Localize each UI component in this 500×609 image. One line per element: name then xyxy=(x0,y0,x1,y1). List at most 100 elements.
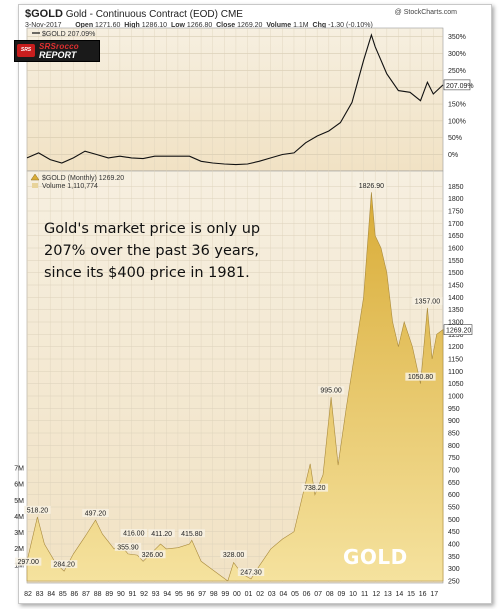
data-label: 328.00 xyxy=(223,552,245,559)
price-y-tick-label: 1050 xyxy=(448,381,464,388)
data-label: 738.20 xyxy=(304,485,326,492)
data-label: 416.00 xyxy=(123,531,145,538)
data-label-bg xyxy=(120,529,147,538)
price-y-tick-label: 1750 xyxy=(448,209,464,216)
ohlc-bar: 3-Nov-2017 Open 1271.60 High 1286.10 Low… xyxy=(25,22,373,29)
price-legend: $GOLD (Monthly) 1269.20 Volume 1,110,774 xyxy=(30,173,124,190)
symbol: $GOLD xyxy=(25,8,63,20)
x-tick-label: 10 xyxy=(349,591,357,598)
data-label-bg xyxy=(148,529,175,538)
high-label: High xyxy=(124,22,140,29)
x-tick-label: 98 xyxy=(210,591,218,598)
x-tick-label: 96 xyxy=(187,591,195,598)
close-label: Close xyxy=(216,22,236,29)
data-label-bg xyxy=(317,386,345,395)
close-value: 1269.20 xyxy=(237,22,263,29)
data-label-bg xyxy=(356,181,387,190)
data-labels: 518.20 297.00 284.20 497.20 355.90 416.00 326.… xyxy=(14,181,443,577)
low-value: 1266.80 xyxy=(186,22,213,29)
x-tick-label: 12 xyxy=(372,591,380,598)
data-label-bg xyxy=(178,529,206,538)
x-tick-label: 89 xyxy=(105,591,113,598)
x-tick-label: 92 xyxy=(140,591,148,598)
data-label: 297.00 xyxy=(17,559,39,566)
price-y-tick-label: 400 xyxy=(448,542,460,549)
x-tick-label: 14 xyxy=(396,591,404,598)
data-label: 415.80 xyxy=(181,531,203,538)
top-y-tick-label: 150% xyxy=(448,102,466,109)
x-tick-label: 86 xyxy=(71,591,79,598)
top-y-tick-label: 250% xyxy=(448,68,466,75)
price-y-tick-label: 700 xyxy=(448,468,460,475)
price-y-tick-label: 1550 xyxy=(448,258,464,265)
annotation-line1: Gold's market price is only up xyxy=(44,221,261,237)
price-y-tick-label: 1300 xyxy=(448,320,464,327)
x-tick-label: 85 xyxy=(59,591,67,598)
chart-credit: @ StockCharts.com xyxy=(394,9,457,16)
chart-date: 3-Nov-2017 xyxy=(25,22,62,29)
exchange: CME xyxy=(220,9,243,20)
logo-line1: SRSrocco xyxy=(39,42,79,51)
data-label-bg xyxy=(405,372,436,381)
volume-tick-label: 4M xyxy=(14,514,24,521)
annotation-line3: since its $400 price in 1981. xyxy=(44,265,250,281)
volume-tick-label: 2M xyxy=(14,546,24,553)
data-label-bg xyxy=(114,542,142,551)
data-label-bg xyxy=(237,568,265,577)
top-last-value-text: 207.09% xyxy=(446,83,474,90)
data-label-bg xyxy=(24,505,51,514)
volume-tick-label: 5M xyxy=(14,498,24,505)
x-tick-label: 17 xyxy=(430,591,438,598)
price-y-tick-label: 1100 xyxy=(448,369,463,376)
x-axis: 82 83 84 85 86 87 88 89 90 91 92 93 94 95 96 97 98 99 00 01… xyxy=(24,591,438,598)
price-y-tick-label: 550 xyxy=(448,505,460,512)
x-tick-label: 15 xyxy=(407,591,415,598)
x-tick-label: 82 xyxy=(24,591,32,598)
volume-tick-label: 6M xyxy=(14,482,24,489)
top-y-axis: 0%50%100%150%200%250%300%350% xyxy=(448,34,466,159)
volume-tick-label: 1M xyxy=(14,562,24,569)
top-legend: $GOLD 207.09% xyxy=(32,31,95,38)
x-tick-label: 05 xyxy=(291,591,299,598)
data-label: 326.00 xyxy=(142,552,164,559)
price-y-tick-label: 1850 xyxy=(448,184,464,191)
top-legend-text: $GOLD 207.09% xyxy=(42,31,95,38)
annotation-text: Gold's market price is only up 207% over… xyxy=(44,218,274,284)
open-value: 1271.60 xyxy=(95,22,121,29)
x-tick-label: 95 xyxy=(175,591,183,598)
x-tick-label: 01 xyxy=(245,591,253,598)
price-y-tick-label: 750 xyxy=(448,455,460,462)
x-tick-label: 83 xyxy=(36,591,44,598)
volume-label: Volume xyxy=(266,22,292,29)
price-y-tick-label: 950 xyxy=(448,406,460,413)
x-tick-label: 09 xyxy=(337,591,345,598)
price-legend-text: $GOLD (Monthly) 1269.20 xyxy=(42,175,124,182)
data-label-bg xyxy=(50,560,78,569)
price-area xyxy=(26,192,444,582)
price-y-tick-label: 1450 xyxy=(448,283,464,290)
price-y-tick-label: 1600 xyxy=(448,246,464,253)
x-tick-label: 08 xyxy=(326,591,334,598)
annotation-line2: 207% over the past 36 years, xyxy=(44,243,259,259)
data-label: 497.20 xyxy=(85,511,107,518)
data-label-bg xyxy=(14,557,42,566)
data-label: 284.20 xyxy=(53,562,75,569)
data-label-bg xyxy=(301,483,329,492)
price-y-tick-label: 1500 xyxy=(448,270,464,277)
price-y-tick-label: 1350 xyxy=(448,307,464,314)
x-tick-label: 16 xyxy=(419,591,427,598)
chart-title: $GOLD Gold - Continuous Contract (EOD) C… xyxy=(25,8,243,20)
price-y-tick-label: 1400 xyxy=(448,295,464,302)
top-y-tick-label: 300% xyxy=(448,51,466,58)
volume-value: 1.1M xyxy=(293,22,309,29)
performance-line xyxy=(26,33,444,166)
x-tick-label: 00 xyxy=(233,591,241,598)
data-label: 411.20 xyxy=(151,531,172,538)
top-y-tick-label: 0% xyxy=(448,152,458,159)
price-y-tick-label: 850 xyxy=(448,431,460,438)
chg-value: -1.30 (-0.10%) xyxy=(328,22,373,29)
open-label: Open xyxy=(75,22,94,29)
price-y-tick-label: 350 xyxy=(448,554,460,561)
instrument-name: Gold - Continuous Contract (EOD) xyxy=(65,9,218,20)
data-label: 1050.80 xyxy=(408,374,433,381)
